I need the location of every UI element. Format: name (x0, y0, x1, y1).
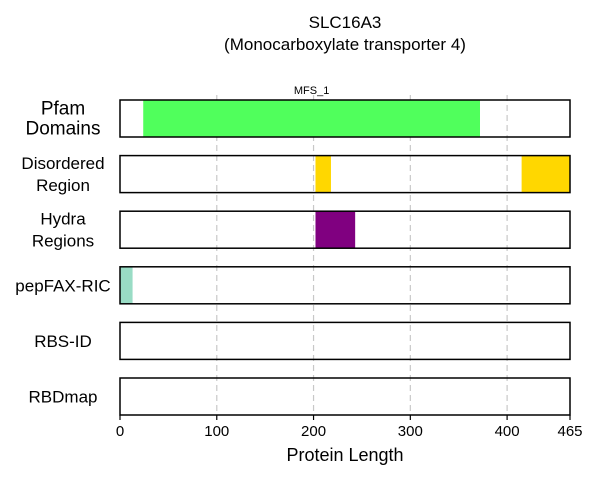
x-tick-label: 100 (204, 423, 229, 440)
track-frame (119, 99, 571, 138)
x-axis: 0 100 200 300 400 465 (116, 415, 583, 440)
track-frame (119, 210, 571, 249)
track-frame (119, 154, 571, 194)
track-label: Region (36, 176, 90, 195)
track-label: RBS-ID (34, 332, 92, 351)
track: RBS-ID (34, 321, 571, 361)
track-segment (143, 100, 480, 137)
track-label: Hydra (40, 210, 86, 229)
track: Hydra Regions (32, 210, 571, 251)
track-label: Regions (32, 232, 94, 251)
segment-label: MFS_1 (294, 85, 329, 97)
track-frame (119, 377, 571, 416)
grid-lines (216, 95, 508, 415)
track-label: Pfam (41, 99, 85, 120)
x-tick-label: 0 (116, 423, 124, 440)
track-segment (521, 155, 570, 193)
track-segment (120, 266, 133, 304)
track-frame (119, 321, 571, 361)
track-segment (315, 155, 331, 193)
x-axis-label: Protein Length (286, 445, 403, 465)
x-tick-label: 200 (301, 423, 326, 440)
track: RBDmap (29, 377, 571, 416)
x-tick-label: 465 (557, 423, 582, 440)
track-label: Domains (26, 119, 101, 140)
track-label: Disordered (21, 154, 104, 173)
x-tick-label: 300 (398, 423, 423, 440)
track-label: pepFAX-RIC (15, 276, 110, 295)
track: pepFAX-RIC (15, 266, 571, 305)
track-frame (119, 266, 571, 305)
chart-title-line1: SLC16A3 (309, 13, 382, 32)
track: Disordered Region (21, 154, 571, 195)
chart-title-line2: (Monocarboxylate transporter 4) (224, 35, 466, 54)
x-tick-label: 400 (495, 423, 520, 440)
track-segment (315, 211, 356, 249)
track-label: RBDmap (29, 388, 98, 407)
